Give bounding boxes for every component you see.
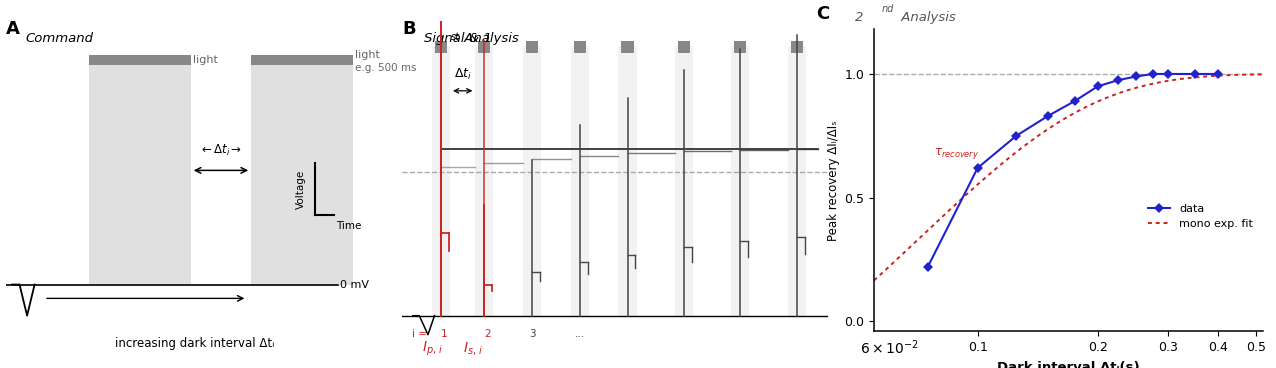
Text: e.g. 500 ms: e.g. 500 ms: [355, 63, 416, 73]
Text: light: light: [193, 55, 218, 65]
Text: $\leftarrow\Delta t_i\rightarrow$: $\leftarrow\Delta t_i\rightarrow$: [199, 143, 242, 158]
Text: $\tau_{recovery}$: $\tau_{recovery}$: [934, 146, 980, 161]
Legend: data, mono exp. fit: data, mono exp. fit: [1143, 199, 1258, 234]
Bar: [734, 41, 746, 53]
Bar: [475, 46, 494, 316]
Bar: [478, 41, 490, 53]
Y-axis label: Peak recovery ΔIᵢ/ΔIₛ: Peak recovery ΔIᵢ/ΔIₛ: [827, 120, 840, 241]
Text: st: st: [450, 32, 459, 42]
Text: increasing dark interval Δtᵢ: increasing dark interval Δtᵢ: [115, 337, 274, 350]
Text: Voltage: Voltage: [296, 170, 306, 209]
Bar: [251, 54, 352, 65]
Bar: [526, 41, 538, 53]
Bar: [523, 46, 541, 316]
Bar: [619, 46, 637, 316]
Bar: [621, 41, 634, 53]
Text: $\mathit{I}_{p,\,i}$: $\mathit{I}_{p,\,i}$: [421, 339, 443, 358]
X-axis label: Dark interval Δtᵢ(s): Dark interval Δtᵢ(s): [998, 361, 1139, 368]
Bar: [678, 41, 690, 53]
Text: $\mathit{I}_{s,\,i}$: $\mathit{I}_{s,\,i}$: [463, 340, 484, 357]
Bar: [675, 46, 693, 316]
Text: 1: 1: [441, 329, 448, 339]
Text: ...: ...: [574, 329, 584, 339]
Text: Time: Time: [336, 220, 361, 230]
Text: Analysis: Analysis: [897, 11, 956, 24]
Bar: [431, 46, 450, 316]
Bar: [791, 41, 803, 53]
Bar: [731, 46, 749, 316]
Bar: [787, 46, 806, 316]
Text: 3: 3: [528, 329, 536, 339]
Bar: [574, 41, 586, 53]
Text: 0 mV: 0 mV: [339, 280, 369, 290]
Bar: [435, 41, 447, 53]
Bar: [251, 60, 352, 284]
Text: Command: Command: [26, 32, 93, 45]
Text: i =: i =: [412, 329, 427, 339]
Text: nd: nd: [882, 4, 894, 14]
Text: $\Delta t_i$: $\Delta t_i$: [454, 67, 472, 82]
Text: light: light: [355, 50, 379, 60]
Text: Signal & 1: Signal & 1: [424, 32, 491, 45]
Text: 2: 2: [485, 329, 491, 339]
Bar: [89, 60, 191, 284]
Text: Analysis: Analysis: [461, 32, 519, 45]
Text: C: C: [815, 5, 829, 23]
Text: A: A: [6, 20, 20, 38]
Text: B: B: [402, 20, 416, 38]
Text: 2: 2: [855, 11, 863, 24]
Bar: [570, 46, 590, 316]
Bar: [89, 54, 191, 65]
